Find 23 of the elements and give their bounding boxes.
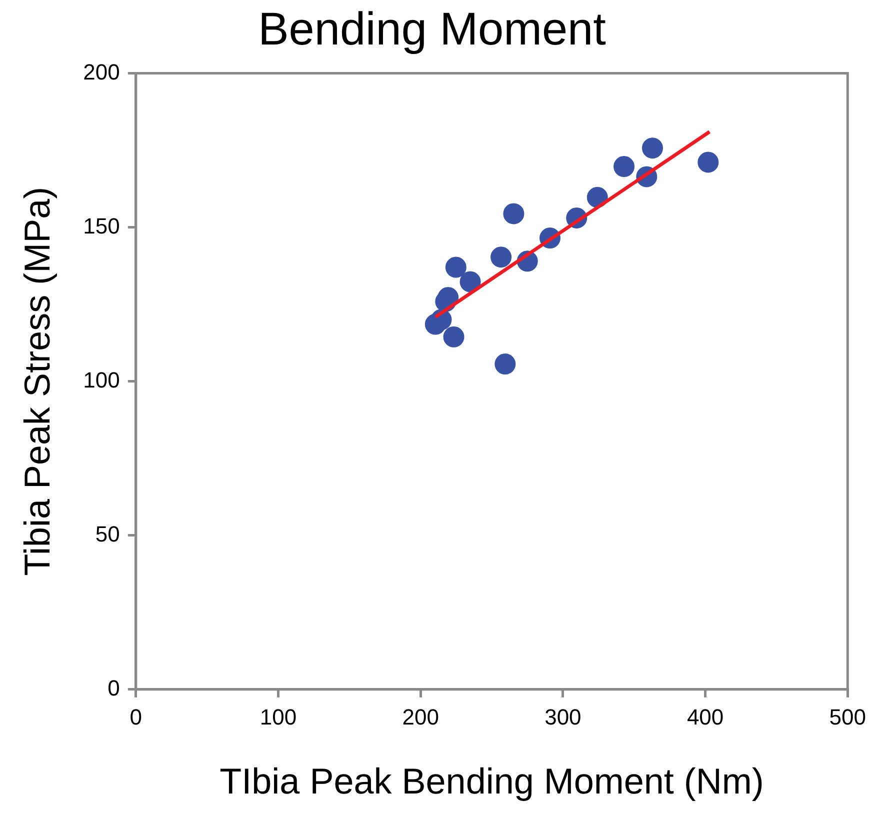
point	[614, 156, 635, 178]
point	[642, 138, 663, 159]
x-tick-label: 500	[829, 704, 866, 730]
x-tick-label: 400	[686, 704, 724, 730]
x-axis-title: TIbia Peak Bending Moment (Nm)	[220, 760, 764, 802]
x-tick-label: 100	[260, 704, 297, 730]
y-tick-label: 200	[83, 59, 120, 84]
y-tick-label: 50	[95, 521, 120, 546]
point	[698, 152, 719, 173]
y-tick-label: 100	[83, 367, 120, 392]
point	[490, 246, 512, 268]
chart-title: Bending Moment	[258, 2, 606, 54]
point	[460, 271, 481, 292]
point	[443, 326, 464, 348]
point	[494, 354, 516, 375]
x-tick-label: 200	[402, 704, 439, 730]
point	[503, 203, 524, 224]
x-tick-label: 300	[544, 704, 582, 730]
y-tick-label: 150	[83, 213, 120, 238]
point	[445, 256, 466, 278]
x-tick-label: 0	[130, 704, 142, 730]
y-tick-label: 0	[108, 675, 120, 700]
y-axis-title: Tibia Peak Stress (MPa)	[16, 186, 58, 576]
